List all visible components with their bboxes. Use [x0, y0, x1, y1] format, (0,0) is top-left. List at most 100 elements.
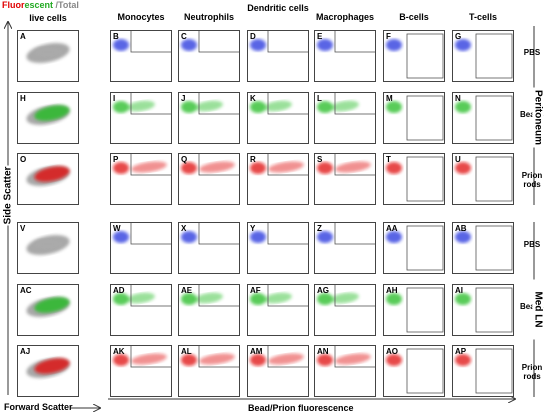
row-label: Prion rods [521, 171, 543, 189]
facs-panel: K [247, 92, 309, 144]
facs-panel: U [452, 153, 514, 205]
facs-panel: C [178, 30, 240, 82]
scatter [113, 223, 171, 245]
facs-panel: P [110, 153, 172, 205]
gate [130, 93, 171, 115]
gate [406, 287, 444, 333]
scatter [386, 348, 444, 394]
panel-label: T [386, 155, 391, 164]
facs-panel: S [314, 153, 376, 205]
column-header: Neutrophils [183, 12, 234, 22]
panel-label: AN [317, 347, 329, 356]
scatter [26, 235, 70, 255]
panel-label: X [181, 224, 187, 233]
cloud [455, 354, 471, 366]
scatter [26, 43, 70, 63]
facs-panel: Y [247, 222, 309, 274]
gate [267, 285, 308, 307]
scatter [250, 93, 308, 115]
facs-panel: AK [110, 345, 172, 397]
scatter [317, 93, 375, 115]
scatter [181, 285, 239, 307]
panel-label: AL [181, 347, 192, 356]
cloud [181, 293, 197, 305]
facs-panel: AF [247, 284, 309, 336]
scatter [386, 33, 444, 79]
gate [130, 223, 171, 245]
scatter [113, 346, 171, 368]
panel-label: S [317, 155, 323, 164]
scatter [113, 154, 171, 176]
gate [334, 93, 375, 115]
scatter [26, 166, 70, 186]
cloud [331, 100, 359, 112]
cloud [250, 162, 266, 174]
group-label: Peritoneum [532, 87, 544, 147]
panel-label: I [113, 94, 116, 103]
facs-panel: N [452, 92, 514, 144]
gate [267, 346, 308, 368]
panel-label: V [20, 224, 26, 233]
panel-label: O [20, 155, 27, 164]
cloud [317, 354, 333, 366]
cloud [386, 162, 402, 174]
scatter [317, 223, 375, 245]
scatter [113, 31, 171, 53]
facs-panel: AG [314, 284, 376, 336]
cloud [34, 105, 70, 121]
scatter [181, 223, 239, 245]
facs-panel: F [383, 30, 445, 82]
panel-label: H [20, 94, 26, 103]
panel-label: AP [455, 347, 467, 356]
gate [475, 95, 513, 141]
scatter [250, 154, 308, 176]
scatter [386, 287, 444, 333]
cloud [386, 231, 402, 243]
gate [334, 31, 375, 53]
panel-label: Z [317, 224, 322, 233]
column-header: Dendritic cells [247, 3, 309, 13]
facs-panel: AM [247, 345, 309, 397]
cloud [195, 100, 223, 112]
title-part: Fluor [2, 0, 25, 10]
facs-panel: Z [314, 222, 376, 274]
gate [198, 93, 239, 115]
panel-label: U [455, 155, 461, 164]
facs-panel: J [178, 92, 240, 144]
gate [130, 31, 171, 53]
scatter [181, 346, 239, 368]
panel-label: AE [181, 286, 193, 295]
group-label: Med LN [532, 279, 544, 339]
cloud [317, 231, 333, 243]
gate [198, 223, 239, 245]
gate [406, 348, 444, 394]
cloud [250, 231, 266, 243]
column-header: B-cells [399, 12, 429, 22]
cloud [113, 293, 129, 305]
cloud [181, 231, 197, 243]
facs-panel: X [178, 222, 240, 274]
cloud [113, 162, 129, 174]
facs-panel: O [17, 153, 79, 205]
cloud [199, 161, 235, 173]
gate [198, 154, 239, 176]
cloud [268, 353, 304, 365]
panel-label: AG [317, 286, 329, 295]
scatter [26, 297, 70, 317]
column-header: live cells [29, 13, 67, 23]
cloud [131, 161, 167, 173]
cloud [264, 100, 292, 112]
panel-label: P [113, 155, 119, 164]
scatter [26, 105, 70, 125]
cloud [455, 231, 471, 243]
panel-label: C [181, 32, 187, 41]
facs-panel: I [110, 92, 172, 144]
cloud [127, 100, 155, 112]
facs-panel: AL [178, 345, 240, 397]
gate [406, 95, 444, 141]
figure-title: Fluorescent /Total [2, 0, 79, 10]
facs-panel: R [247, 153, 309, 205]
gate [406, 33, 444, 79]
panel-label: AI [455, 286, 463, 295]
